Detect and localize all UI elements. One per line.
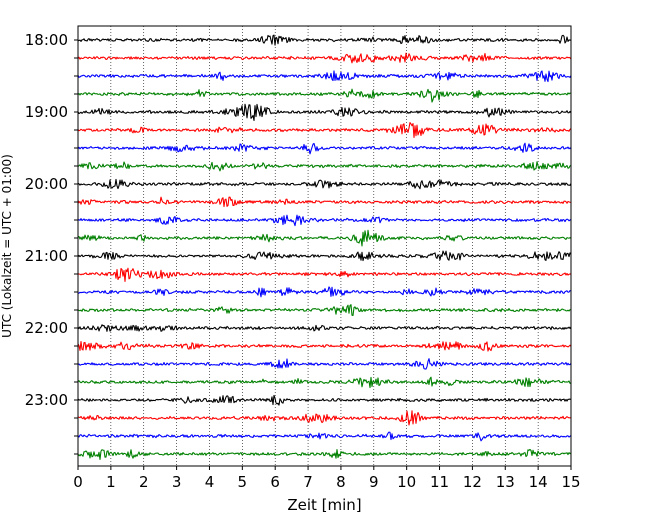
seismogram-trace-14	[77, 267, 572, 282]
x-tick-label-15: 15	[561, 473, 580, 491]
seismogram-trace-17	[77, 324, 572, 332]
seismogram-trace-5	[77, 103, 572, 121]
x-tick-label-0: 0	[73, 473, 83, 491]
seismogram-trace-9	[77, 178, 572, 190]
x-tick-label-5: 5	[238, 473, 248, 491]
x-tick-label-4: 4	[205, 473, 215, 491]
x-tick-label-8: 8	[336, 473, 346, 491]
seismogram-trace-7	[77, 142, 572, 155]
y-tick-label-5: 23:00	[25, 391, 68, 409]
seismogram-trace-15	[77, 286, 572, 298]
x-tick-label-3: 3	[172, 473, 182, 491]
seismogram-trace-1	[77, 34, 572, 46]
y-tick-label-1: 19:00	[25, 103, 68, 121]
seismogram-trace-22	[77, 410, 572, 426]
seismogram-trace-8	[77, 161, 572, 172]
seismogram-trace-19	[77, 358, 572, 370]
seismogram-trace-2	[77, 52, 572, 64]
y-axis-label: UTC (Lokalzeit = UTC + 01:00)	[0, 154, 14, 338]
seismogram-trace-6	[77, 122, 572, 139]
x-tick-label-11: 11	[430, 473, 449, 491]
y-tick-label-4: 22:00	[25, 319, 68, 337]
seismogram-trace-18	[77, 341, 572, 352]
y-axis-ticks: 18:00 19:00 20:00 21:00 22:00 23:00	[25, 31, 78, 455]
y-tick-label-0: 18:00	[25, 31, 68, 49]
x-tick-label-1: 1	[106, 473, 116, 491]
seismogram-trace-12	[77, 229, 572, 247]
y-tick-label-2: 20:00	[25, 175, 68, 193]
seismogram-trace-13	[77, 250, 572, 262]
seismogram-trace-4	[77, 88, 572, 103]
seismogram-trace-3	[77, 70, 572, 83]
seismogram-trace-21	[77, 394, 572, 406]
x-axis-label: Zeit [min]	[287, 496, 361, 514]
x-tick-label-12: 12	[463, 473, 482, 491]
seismogram-trace-20	[77, 376, 572, 389]
x-tick-label-10: 10	[397, 473, 416, 491]
plot-frame	[77, 25, 572, 467]
seismogram-trace-16	[77, 304, 572, 317]
seismogram-trace-24	[77, 448, 572, 460]
seismogram-traces	[77, 34, 572, 460]
y-tick-label-3: 21:00	[25, 247, 68, 265]
seismogram-trace-23	[77, 431, 572, 442]
seismogram-trace-11	[77, 214, 572, 227]
x-axis-ticks: 0 1 2 3 4 5 6 7 8 9 10 11 12 13 14 15	[73, 466, 581, 491]
x-tick-label-2: 2	[139, 473, 149, 491]
x-tick-label-13: 13	[496, 473, 515, 491]
seismogram-trace-10	[77, 196, 572, 208]
x-tick-label-7: 7	[303, 473, 313, 491]
x-tick-label-9: 9	[369, 473, 379, 491]
x-tick-label-6: 6	[270, 473, 280, 491]
vertical-gridlines	[110, 26, 539, 466]
x-tick-label-14: 14	[529, 473, 548, 491]
